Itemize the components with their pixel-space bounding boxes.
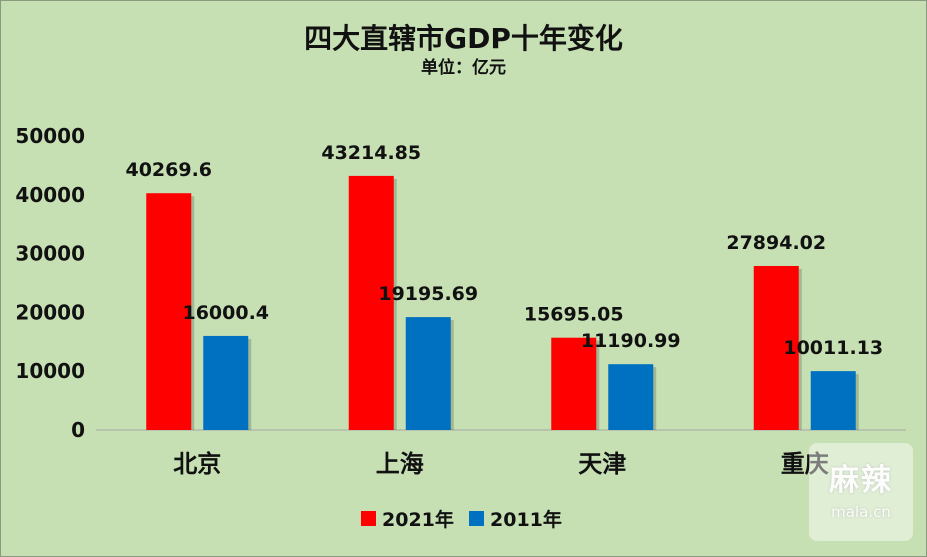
x-axis: 北京 上海 天津 重庆 xyxy=(173,450,829,478)
chart-subtitle: 单位：亿元 xyxy=(421,58,506,78)
y-tick-label: 30000 xyxy=(15,242,85,266)
bars: 40269.6 43214.85 15695.05 27894.02 16000.4 19… xyxy=(125,142,883,430)
watermark-main: 麻辣 xyxy=(829,463,893,498)
watermark-logo: 麻辣 mala.cn xyxy=(809,443,913,541)
data-label: 43214.85 xyxy=(321,142,421,164)
data-label: 19195.69 xyxy=(378,283,478,305)
data-label: 10011.13 xyxy=(783,337,883,359)
x-tick-label: 天津 xyxy=(578,450,626,478)
y-tick-label: 20000 xyxy=(15,300,85,324)
x-tick-label: 重庆 xyxy=(781,450,829,478)
bar xyxy=(810,371,856,430)
y-axis: 0 10000 20000 30000 40000 50000 xyxy=(15,124,85,442)
legend-label: 2011年 xyxy=(490,508,562,531)
bar xyxy=(551,337,597,430)
y-tick-label: 0 xyxy=(71,418,85,442)
y-tick-label: 40000 xyxy=(15,183,85,207)
legend-swatch xyxy=(469,511,484,526)
x-tick-label: 上海 xyxy=(376,450,424,478)
legend: 2021年 2011年 xyxy=(361,508,562,531)
bar xyxy=(203,335,249,430)
bar xyxy=(405,317,451,430)
bar xyxy=(348,175,394,430)
x-tick-label: 北京 xyxy=(173,450,221,478)
chart-title: 四大直辖市GDP十年变化 xyxy=(304,22,623,55)
data-label: 27894.02 xyxy=(726,232,826,254)
data-label: 15695.05 xyxy=(524,304,624,326)
watermark-sub: mala.cn xyxy=(831,503,891,521)
bar xyxy=(753,265,799,430)
y-tick-label: 10000 xyxy=(15,359,85,383)
data-label: 16000.4 xyxy=(182,302,269,324)
y-tick-label: 50000 xyxy=(15,124,85,148)
data-label: 40269.6 xyxy=(125,159,212,181)
bar xyxy=(146,193,192,430)
data-label: 11190.99 xyxy=(581,330,681,352)
legend-label: 2021年 xyxy=(382,508,454,531)
bar xyxy=(608,364,654,430)
legend-swatch xyxy=(361,511,376,526)
